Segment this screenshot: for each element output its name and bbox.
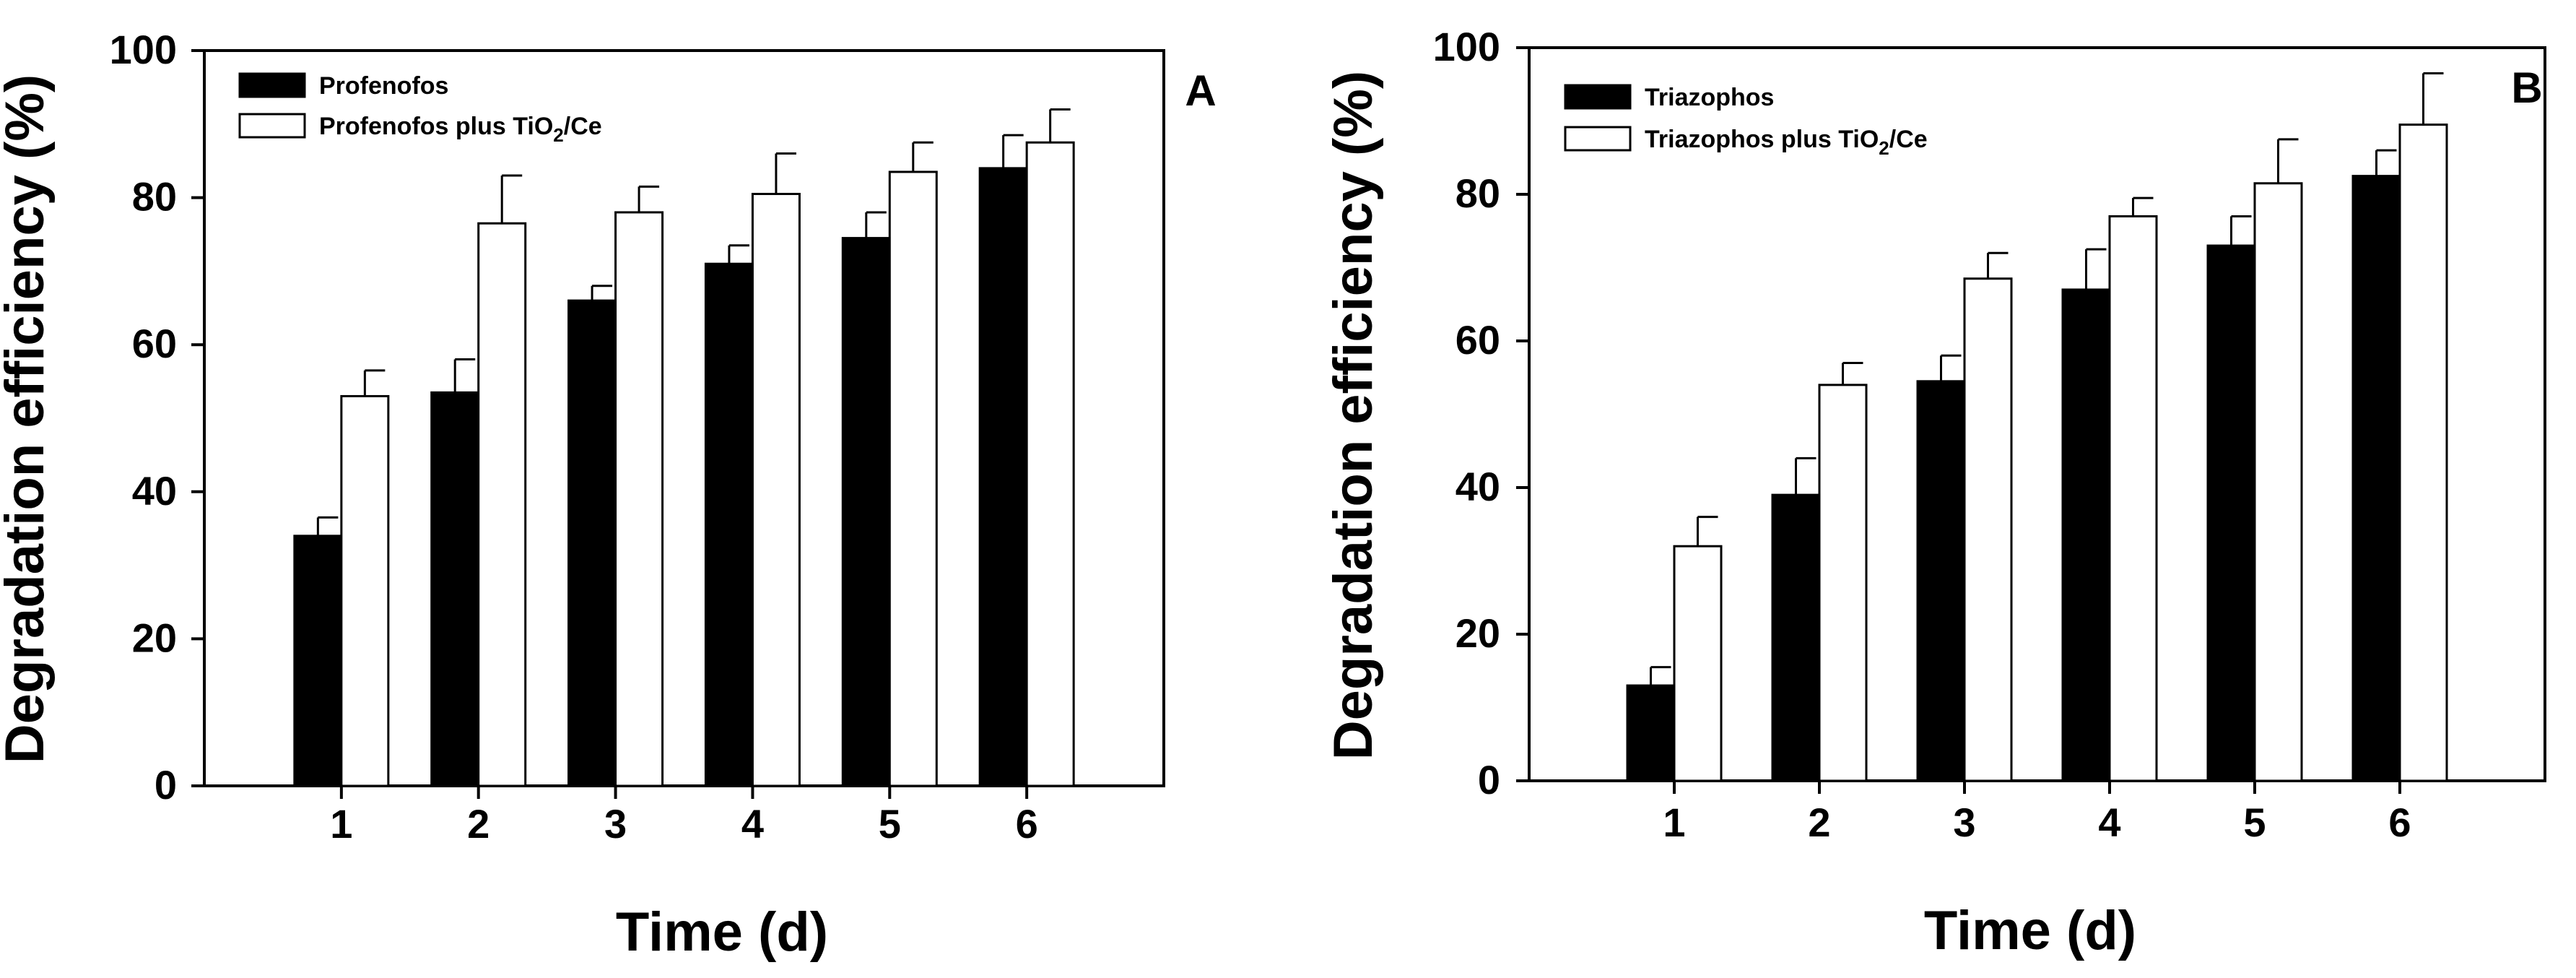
legend-entry-label: Triazophos plus TiO2/Ce <box>1645 126 1928 159</box>
y-tick-label: 100 <box>110 27 177 72</box>
legend-swatch <box>1564 126 1632 152</box>
legend-text: Profenofos plus TiO <box>319 113 553 140</box>
plot-area-frame <box>1528 46 2546 782</box>
bar-pesticide <box>2206 244 2256 782</box>
bar-pesticide-tio2-ce <box>888 170 938 787</box>
y-tick-label: 0 <box>1478 757 1500 802</box>
bar-pesticide-tio2-ce <box>2253 182 2303 782</box>
legend-swatch <box>238 113 306 139</box>
bar-pesticide <box>1626 684 1676 782</box>
y-tick-label: 100 <box>1433 24 1500 69</box>
panel-label: A <box>1185 66 1216 115</box>
bar-pesticide <box>430 391 480 787</box>
x-tick-label: 5 <box>2243 800 2266 845</box>
y-tick-label: 20 <box>1455 610 1500 656</box>
x-tick-label: 6 <box>2388 800 2411 845</box>
legend-subscript: 2 <box>553 124 563 146</box>
legend-subscript: 2 <box>1879 137 1889 159</box>
x-tick-label: 1 <box>1663 800 1685 845</box>
bar-pesticide-tio2-ce <box>2108 215 2158 782</box>
bar-pesticide <box>978 167 1028 787</box>
bar-pesticide-tio2-ce <box>477 222 527 787</box>
bar-pesticide <box>704 262 754 787</box>
y-axis-label: Degradation efficiency (%) <box>0 74 56 763</box>
legend-swatch <box>1564 84 1632 110</box>
legend-text: Profenofos <box>319 72 448 100</box>
y-tick-label: 60 <box>132 321 177 366</box>
legend-text-tail: /Ce <box>564 113 602 140</box>
bar-pesticide <box>2061 288 2111 782</box>
x-tick-label: 1 <box>330 801 352 847</box>
legend-text-tail: /Ce <box>1889 126 1928 153</box>
y-axis-label: Degradation efficiency (%) <box>1323 71 1384 760</box>
bar-pesticide <box>567 299 617 787</box>
bar-pesticide <box>293 535 343 787</box>
y-tick-label: 60 <box>1455 317 1500 363</box>
x-tick-label: 2 <box>1808 800 1830 845</box>
x-axis-label: Time (d) <box>1924 900 2136 961</box>
panel-label: B <box>2511 64 2542 112</box>
bar-pesticide <box>2351 175 2401 782</box>
x-tick-label: 3 <box>1953 800 1975 845</box>
x-tick-label: 5 <box>879 801 901 847</box>
legend-entry-label: Profenofos plus TiO2/Ce <box>319 113 602 146</box>
bar-pesticide-tio2-ce <box>1963 277 2013 782</box>
x-tick-label: 4 <box>741 801 764 847</box>
bar-pesticide-tio2-ce <box>614 211 664 787</box>
bar-pesticide-tio2-ce <box>1025 141 1075 787</box>
x-tick-label: 3 <box>604 801 627 847</box>
x-tick-label: 2 <box>467 801 489 847</box>
legend-text: Triazophos <box>1645 84 1774 111</box>
bar-pesticide <box>1916 380 1966 782</box>
bar-pesticide-tio2-ce <box>1818 384 1868 782</box>
bar-pesticide <box>841 237 891 787</box>
y-tick-label: 80 <box>132 174 177 220</box>
bar-pesticide-tio2-ce <box>1673 545 1723 782</box>
plot-area-frame <box>203 49 1165 787</box>
y-tick-label: 0 <box>155 762 177 808</box>
y-tick-label: 20 <box>132 615 177 660</box>
y-tick-label: 40 <box>1455 464 1500 509</box>
legend-entry-label: Triazophos <box>1645 84 1774 111</box>
legend-text: Triazophos plus TiO <box>1645 126 1879 153</box>
y-tick-label: 80 <box>1455 170 1500 216</box>
x-tick-label: 4 <box>2098 800 2120 845</box>
x-axis-label: Time (d) <box>616 901 828 963</box>
legend-entry-label: Profenofos <box>319 72 448 100</box>
x-tick-label: 6 <box>1016 801 1038 847</box>
bar-pesticide-tio2-ce <box>751 193 801 787</box>
legend-swatch <box>238 72 306 98</box>
y-tick-label: 40 <box>132 468 177 514</box>
bar-pesticide <box>1771 493 1821 782</box>
bar-pesticide-tio2-ce <box>340 394 390 787</box>
bar-pesticide-tio2-ce <box>2398 124 2448 782</box>
